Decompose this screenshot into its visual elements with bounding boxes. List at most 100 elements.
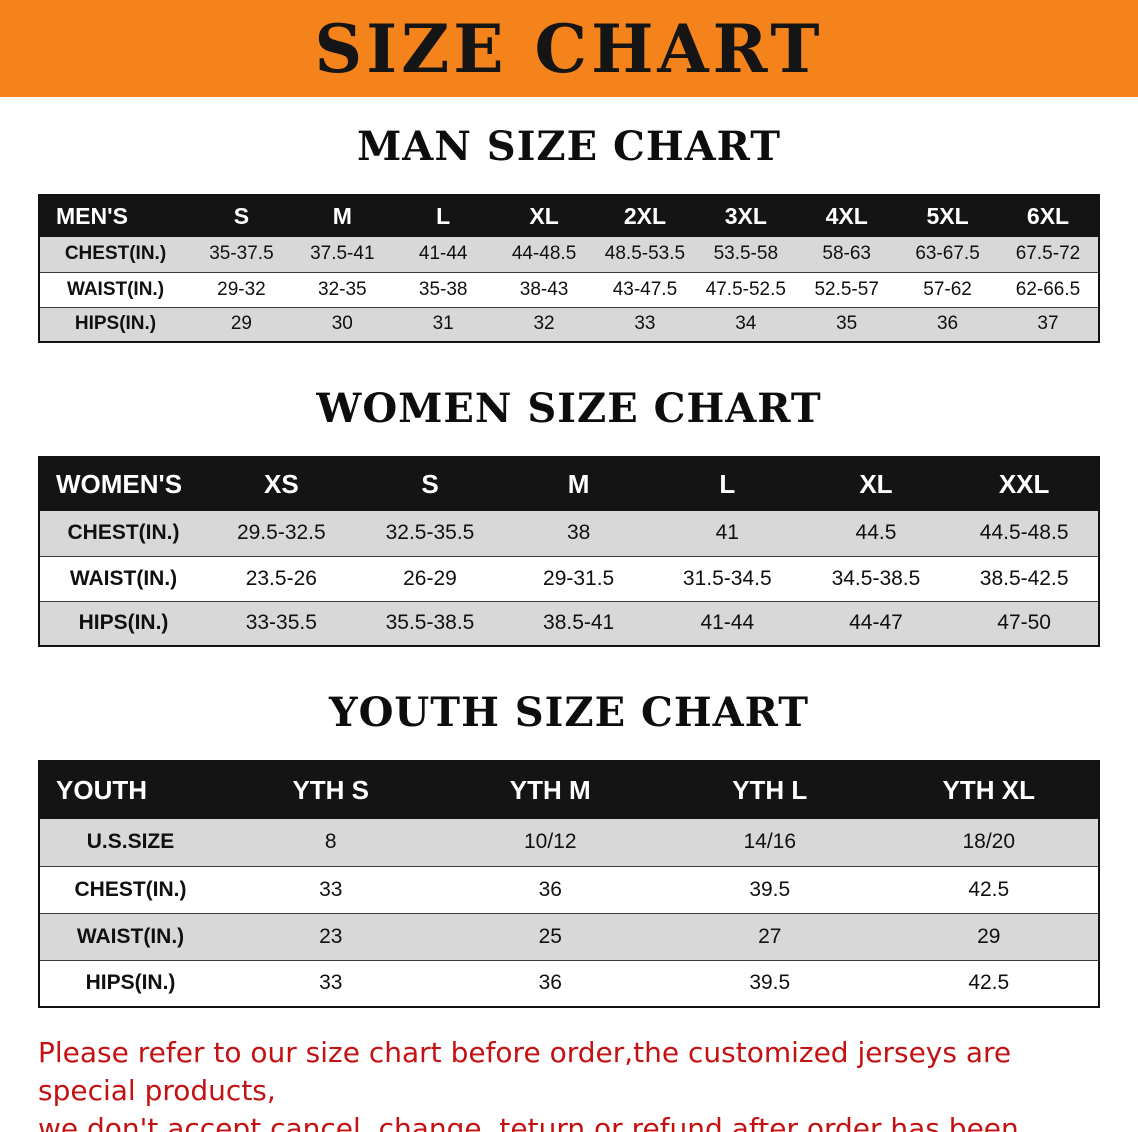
section-women: WOMEN SIZE CHART WOMEN'S XS S M L XL XXL CHEST(… bbox=[0, 385, 1138, 647]
size-value-cell: 33 bbox=[319, 971, 343, 995]
size-header-cell: XL bbox=[493, 195, 595, 237]
size-value-cell: 44-48.5 bbox=[511, 243, 577, 265]
page-title: SIZE CHART bbox=[314, 9, 824, 88]
size-header-cell: YTH S bbox=[221, 761, 441, 819]
size-header-cell: 2XL bbox=[594, 195, 696, 237]
size-header-cell: M bbox=[504, 457, 653, 511]
size-value-cell: 58-63 bbox=[822, 243, 871, 265]
size-value-cell: 38-43 bbox=[519, 278, 569, 300]
table-title-cell: WOMEN'S bbox=[39, 457, 207, 511]
size-value-cell: 36 bbox=[538, 877, 562, 901]
size-value-cell: 33 bbox=[319, 877, 343, 901]
size-value-cell: 25 bbox=[538, 924, 562, 948]
size-header-cell: 5XL bbox=[897, 195, 998, 237]
size-value-cell: 23 bbox=[319, 924, 343, 948]
size-value-cell: 38.5-41 bbox=[543, 611, 615, 635]
table-title-cell: MEN'S bbox=[39, 195, 191, 237]
table-row: CHEST(IN.) 35-37.5 37.5-41 41-44 44-48.5 48.5… bbox=[39, 237, 1099, 272]
men-section-heading: MAN SIZE CHART bbox=[357, 123, 781, 170]
table-row: HIPS(IN.) 29 30 31 32 33 34 35 36 37 bbox=[39, 307, 1099, 342]
disclaimer-line-1: Please refer to our size chart before or… bbox=[38, 1036, 1012, 1107]
size-value-cell: 47-50 bbox=[997, 611, 1051, 635]
size-value-cell: 47.5-52.5 bbox=[705, 278, 786, 300]
size-value-cell: 14/16 bbox=[743, 830, 797, 854]
size-value-cell: 53.5-58 bbox=[713, 243, 779, 265]
size-value-cell: 35 bbox=[836, 313, 858, 335]
size-header-cell: S bbox=[191, 195, 292, 237]
size-value-cell: 31.5-34.5 bbox=[682, 566, 772, 590]
size-value-cell: 26-29 bbox=[403, 566, 457, 590]
table-row: WAIST(IN.) 23 25 27 29 bbox=[39, 913, 1099, 960]
size-header-cell: L bbox=[392, 195, 494, 237]
disclaimer-line-2: we don't accept cancel, change, teturn o… bbox=[38, 1111, 1019, 1132]
size-header-cell: L bbox=[652, 457, 802, 511]
size-header-cell: 3XL bbox=[695, 195, 797, 237]
size-header-cell: 6XL bbox=[998, 195, 1099, 237]
size-value-cell: 18/20 bbox=[962, 830, 1016, 854]
youth-section-heading: YOUTH SIZE CHART bbox=[329, 689, 809, 736]
size-value-cell: 44-47 bbox=[849, 611, 903, 635]
measurement-label-cell: CHEST(IN.) bbox=[64, 243, 167, 265]
size-value-cell: 27 bbox=[758, 924, 782, 948]
size-value-cell: 30 bbox=[331, 313, 353, 335]
measurement-label-cell: CHEST(IN.) bbox=[74, 877, 187, 901]
size-value-cell: 29.5-32.5 bbox=[236, 521, 326, 545]
men-size-table: MEN'S S M L XL 2XL 3XL 4XL 5XL 6XL CHEST(IN.) 35-37… bbox=[38, 194, 1100, 343]
size-header-cell: YTH XL bbox=[879, 761, 1099, 819]
size-value-cell: 57-62 bbox=[923, 278, 972, 300]
measurement-label-cell: HIPS(IN.) bbox=[78, 611, 169, 635]
size-value-cell: 42.5 bbox=[968, 971, 1010, 995]
size-value-cell: 52.5-57 bbox=[814, 278, 879, 300]
measurement-label-cell: WAIST(IN.) bbox=[76, 924, 185, 948]
size-value-cell: 37.5-41 bbox=[310, 243, 375, 265]
header-row: MEN'S S M L XL 2XL 3XL 4XL 5XL 6XL bbox=[39, 195, 1099, 237]
size-value-cell: 44.5-48.5 bbox=[979, 521, 1069, 545]
youth-size-table: YOUTH YTH S YTH M YTH L YTH XL U.S.SIZE 8 10/12… bbox=[38, 760, 1100, 1008]
size-header-cell: XL bbox=[801, 457, 951, 511]
size-value-cell: 35-37.5 bbox=[209, 243, 274, 265]
size-value-cell: 62-66.5 bbox=[1015, 278, 1081, 300]
size-value-cell: 10/12 bbox=[523, 830, 577, 854]
size-value-cell: 31 bbox=[432, 313, 454, 335]
size-value-cell: 29-32 bbox=[217, 278, 266, 300]
size-value-cell: 29 bbox=[977, 924, 1001, 948]
size-value-cell: 29-31.5 bbox=[543, 566, 615, 590]
measurement-label-cell: CHEST(IN.) bbox=[67, 521, 180, 545]
size-header-cell: S bbox=[355, 457, 505, 511]
measurement-label-cell: WAIST(IN.) bbox=[69, 566, 178, 590]
size-value-cell: 42.5 bbox=[968, 877, 1010, 901]
size-header-cell: 4XL bbox=[796, 195, 898, 237]
size-value-cell: 39.5 bbox=[749, 971, 791, 995]
size-value-cell: 38.5-42.5 bbox=[979, 566, 1069, 590]
table-row: U.S.SIZE 8 10/12 14/16 18/20 bbox=[39, 819, 1099, 866]
measurement-label-cell: HIPS(IN.) bbox=[74, 313, 157, 335]
measurement-label-cell: WAIST(IN.) bbox=[66, 278, 165, 300]
size-value-cell: 32.5-35.5 bbox=[385, 521, 475, 545]
table-row: CHEST(IN.) 33 36 39.5 42.5 bbox=[39, 866, 1099, 913]
size-value-cell: 32 bbox=[533, 313, 555, 335]
size-value-cell: 39.5 bbox=[749, 877, 791, 901]
size-value-cell: 48.5-53.5 bbox=[604, 243, 686, 265]
size-value-cell: 38 bbox=[566, 521, 591, 545]
section-men: MAN SIZE CHART MEN'S S M L XL 2XL 3XL 4XL 5XL 6XL… bbox=[0, 123, 1138, 343]
size-value-cell: 37 bbox=[1037, 313, 1059, 335]
table-row: CHEST(IN.) 29.5-32.5 32.5-35.5 38 41 44.5 44.5… bbox=[39, 511, 1099, 556]
size-value-cell: 41-44 bbox=[700, 611, 755, 635]
header-row: WOMEN'S XS S M L XL XXL bbox=[39, 457, 1099, 511]
size-value-cell: 63-67.5 bbox=[915, 243, 980, 265]
size-header-cell: XS bbox=[207, 457, 356, 511]
table-row: HIPS(IN.) 33-35.5 35.5-38.5 38.5-41 41-44 44-… bbox=[39, 601, 1099, 646]
women-section-heading: WOMEN SIZE CHART bbox=[316, 385, 822, 432]
size-value-cell: 41 bbox=[715, 521, 739, 545]
size-value-cell: 32-35 bbox=[318, 278, 367, 300]
size-value-cell: 8 bbox=[324, 830, 337, 854]
size-value-cell: 36 bbox=[936, 313, 959, 335]
size-value-cell: 44.5 bbox=[855, 521, 897, 545]
size-value-cell: 43-47.5 bbox=[612, 278, 678, 300]
size-value-cell: 34 bbox=[735, 313, 757, 335]
size-value-cell: 36 bbox=[538, 971, 562, 995]
table-row: WAIST(IN.) 29-32 32-35 35-38 38-43 43-47.5 47.… bbox=[39, 272, 1099, 307]
header-row: YOUTH YTH S YTH M YTH L YTH XL bbox=[39, 761, 1099, 819]
women-size-table: WOMEN'S XS S M L XL XXL CHEST(IN.) 29.5-32.5 32.5… bbox=[38, 456, 1100, 647]
